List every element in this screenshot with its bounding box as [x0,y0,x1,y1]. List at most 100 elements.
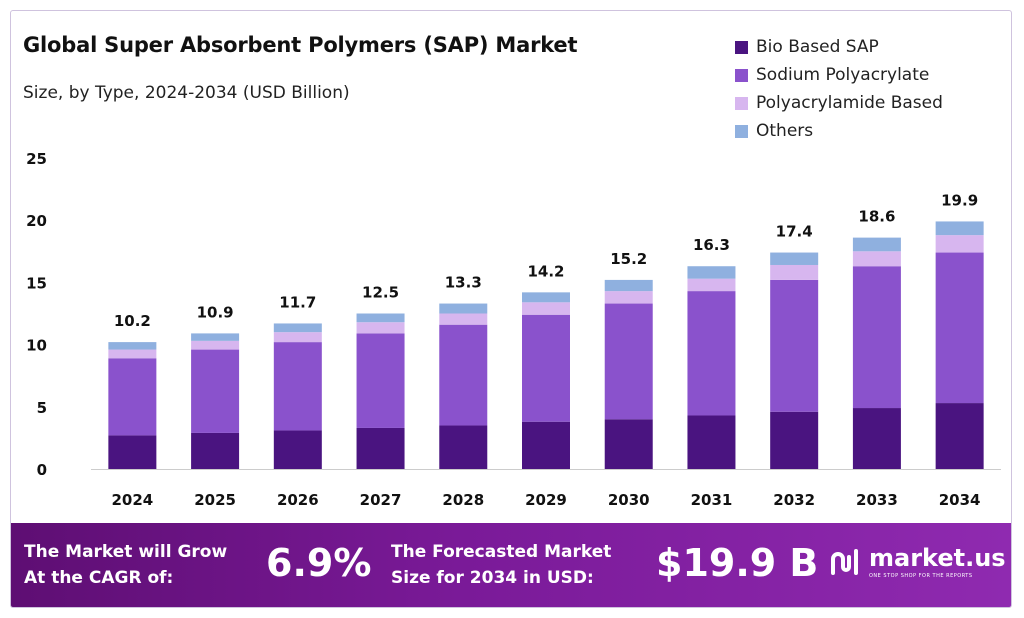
y-tick-label: 25 [26,150,47,168]
bar-segment-1 [604,419,653,469]
bar-segment-4 [273,323,322,333]
legend-swatch [735,68,748,82]
bar-total-label: 16.3 [693,236,730,254]
bar-segment-3 [935,235,984,253]
bar-segment-3 [273,332,322,343]
y-tick-label: 15 [26,274,47,292]
y-tick-label: 5 [37,399,47,417]
bar-segment-2 [604,303,653,420]
x-tick-label: 2034 [939,491,981,509]
x-tick-label: 2027 [360,491,402,509]
legend-item-polyacrylamide: Polyacrylamide Based [735,89,943,117]
bar-segment-1 [852,408,901,469]
brand-name: market.us [869,544,1006,572]
bar-segment-2 [852,266,901,409]
bar-total-label: 10.9 [197,303,234,321]
bar-segment-3 [852,251,901,267]
forecast-value: $19.9 B [656,541,819,585]
legend-label: Others [756,121,814,141]
bar-segment-3 [604,291,653,304]
stacked-bar-chart: 051015202510.2202410.9202511.7202612.520… [26,150,1001,509]
legend-label: Sodium Polyacrylate [756,65,930,85]
bar-segment-1 [191,432,240,469]
footer-banner: The Market will Grow At the CAGR of: 6.9… [11,523,1011,607]
cagr-caption: The Market will Grow At the CAGR of: [24,539,227,591]
x-tick-label: 2031 [691,491,733,509]
x-tick-label: 2029 [525,491,567,509]
bar-segment-1 [273,430,322,469]
bar-segment-1 [439,425,488,469]
bar-total-label: 13.3 [445,274,482,292]
bar-segment-2 [108,358,157,436]
bar-total-label: 12.5 [362,284,399,302]
bar-segment-2 [770,279,819,412]
bar-segment-4 [439,303,488,314]
bar-segment-3 [108,349,157,359]
bar-segment-3 [522,302,570,315]
bar-segment-3 [439,313,488,325]
brand-tagline: ONE STOP SHOP FOR THE REPORTS [869,573,973,579]
bar-segment-1 [687,415,736,469]
forecast-caption-line1: The Forecasted Market [391,542,612,562]
cagr-caption-line1: The Market will Grow [24,542,228,562]
bar-total-label: 19.9 [941,191,978,209]
bar-segment-3 [687,278,736,292]
bar-segment-1 [522,421,570,469]
x-tick-label: 2024 [111,491,153,509]
bar-segment-2 [273,342,322,431]
bar-segment-2 [935,252,984,404]
bar-segment-3 [191,340,240,350]
bar-segment-3 [770,264,819,280]
bar-segment-4 [935,221,984,236]
market-us-logo-icon [831,549,858,575]
bar-total-label: 14.2 [527,262,564,280]
x-tick-label: 2026 [277,491,319,509]
legend-swatch [735,124,748,138]
legend-label: Polyacrylamide Based [756,93,943,113]
bar-segment-2 [356,333,405,428]
bar-segment-4 [191,333,240,341]
cagr-value: 6.9% [266,541,372,585]
bar-segment-1 [356,427,405,469]
chart-subtitle: Size, by Type, 2024-2034 (USD Billion) [23,83,350,103]
brand-logo: market.us ONE STOP SHOP FOR THE REPORTS [829,545,1006,579]
legend-item-others: Others [735,117,943,145]
bar-segment-2 [687,291,736,416]
chart-legend: Bio Based SAP Sodium Polyacrylate Polyac… [735,33,943,145]
bar-segment-3 [356,322,405,334]
bar-segment-4 [687,266,736,279]
bar-segment-4 [356,313,405,323]
legend-swatch [735,96,748,110]
chart-title: Global Super Absorbent Polymers (SAP) Ma… [23,33,578,57]
bar-total-label: 18.6 [858,208,895,226]
bar-segment-4 [770,252,819,265]
legend-item-bio-based: Bio Based SAP [735,33,943,61]
bar-total-label: 11.7 [279,293,316,311]
x-tick-label: 2033 [856,491,898,509]
x-tick-label: 2032 [773,491,815,509]
bar-total-label: 10.2 [114,312,151,330]
legend-label: Bio Based SAP [756,37,879,57]
legend-swatch [735,40,748,54]
bar-segment-1 [935,403,984,469]
chart-frame: Global Super Absorbent Polymers (SAP) Ma… [10,10,1012,608]
cagr-caption-line2: At the CAGR of: [24,568,174,588]
bar-segment-2 [191,349,240,433]
x-tick-label: 2030 [608,491,650,509]
bar-segment-1 [770,411,819,469]
y-tick-label: 10 [26,337,47,355]
y-tick-label: 20 [26,212,47,230]
bar-total-label: 15.2 [610,250,647,268]
bar-total-label: 17.4 [776,223,813,241]
forecast-caption-line2: Size for 2034 in USD: [391,568,594,588]
x-tick-label: 2025 [194,491,236,509]
bar-segment-4 [108,342,157,350]
bar-segment-2 [439,324,488,426]
bar-segment-2 [522,314,570,422]
legend-item-sodium-polyacrylate: Sodium Polyacrylate [735,61,943,89]
bar-segment-4 [522,292,570,303]
bar-segment-4 [604,279,653,292]
forecast-caption: The Forecasted Market Size for 2034 in U… [391,539,611,591]
bar-segment-1 [108,435,157,469]
bar-segment-4 [852,237,901,252]
